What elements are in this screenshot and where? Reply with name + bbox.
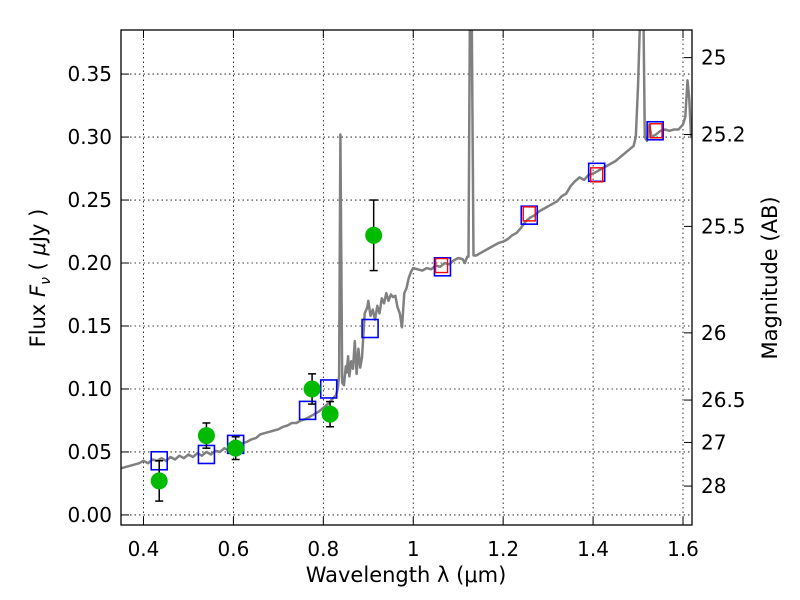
model-flux-square <box>520 205 539 225</box>
y2-tick-label: 25.2 <box>701 123 746 147</box>
x-tick-label: 0.4 <box>128 537 160 561</box>
y-tick-label: 0.15 <box>67 314 112 338</box>
x-tick-label: 1.2 <box>487 537 519 561</box>
x-tick-label: 1 <box>407 537 420 561</box>
observed-flux-square <box>649 123 663 139</box>
measured-flux-point <box>197 427 215 445</box>
y2-axis-label: Magnitude (AB) <box>758 196 782 359</box>
plot-frame <box>120 29 693 526</box>
y-tick-label: 0.35 <box>67 62 112 86</box>
model-flux-square <box>361 318 379 339</box>
axis-ticks <box>121 30 692 525</box>
x-tick-label: 0.8 <box>307 537 339 561</box>
measured-flux-point <box>321 405 339 423</box>
model-flux-square <box>433 256 452 277</box>
model-flux-square <box>319 379 338 399</box>
y-tick-label: 0.30 <box>67 125 112 149</box>
model-flux-square <box>298 400 317 421</box>
y-axis-label: Flux Fν ( μJy ) <box>26 209 54 348</box>
measured-flux-point <box>227 439 245 457</box>
y-tick-label: 0.05 <box>67 440 112 464</box>
y2-tick-label: 26 <box>701 321 726 345</box>
measured-flux-point <box>365 226 383 244</box>
y-tick-label: 0.10 <box>67 377 112 401</box>
y2-tick-label: 26.5 <box>701 388 746 412</box>
y2-tick-label: 25.5 <box>701 214 746 238</box>
x-tick-label: 0.6 <box>217 537 249 561</box>
observed-flux-square <box>434 257 449 274</box>
y2-tick-label: 27 <box>701 430 726 454</box>
y-tick-label: 0.25 <box>67 188 112 212</box>
x-axis-label: Wavelength λ (μm) <box>306 563 507 587</box>
measured-flux-point <box>150 472 168 490</box>
plot-area <box>121 30 692 502</box>
measured-flux-point <box>303 380 321 398</box>
model-flux-square <box>646 120 664 141</box>
y2-tick-label: 25 <box>701 46 726 70</box>
observed-flux-square <box>522 206 536 222</box>
y-tick-label: 0.20 <box>67 251 112 275</box>
x-tick-label: 1.4 <box>577 537 609 561</box>
y2-tick-label: 28 <box>701 474 726 498</box>
x-tick-label: 1.6 <box>667 537 699 561</box>
observed-flux-square <box>589 167 604 183</box>
y-tick-label: 0.00 <box>67 503 112 527</box>
svg-text:Magnitude (AB): Magnitude (AB) <box>758 196 782 359</box>
svg-text:Flux Fν ( μJy ): Flux Fν ( μJy ) <box>26 209 54 348</box>
